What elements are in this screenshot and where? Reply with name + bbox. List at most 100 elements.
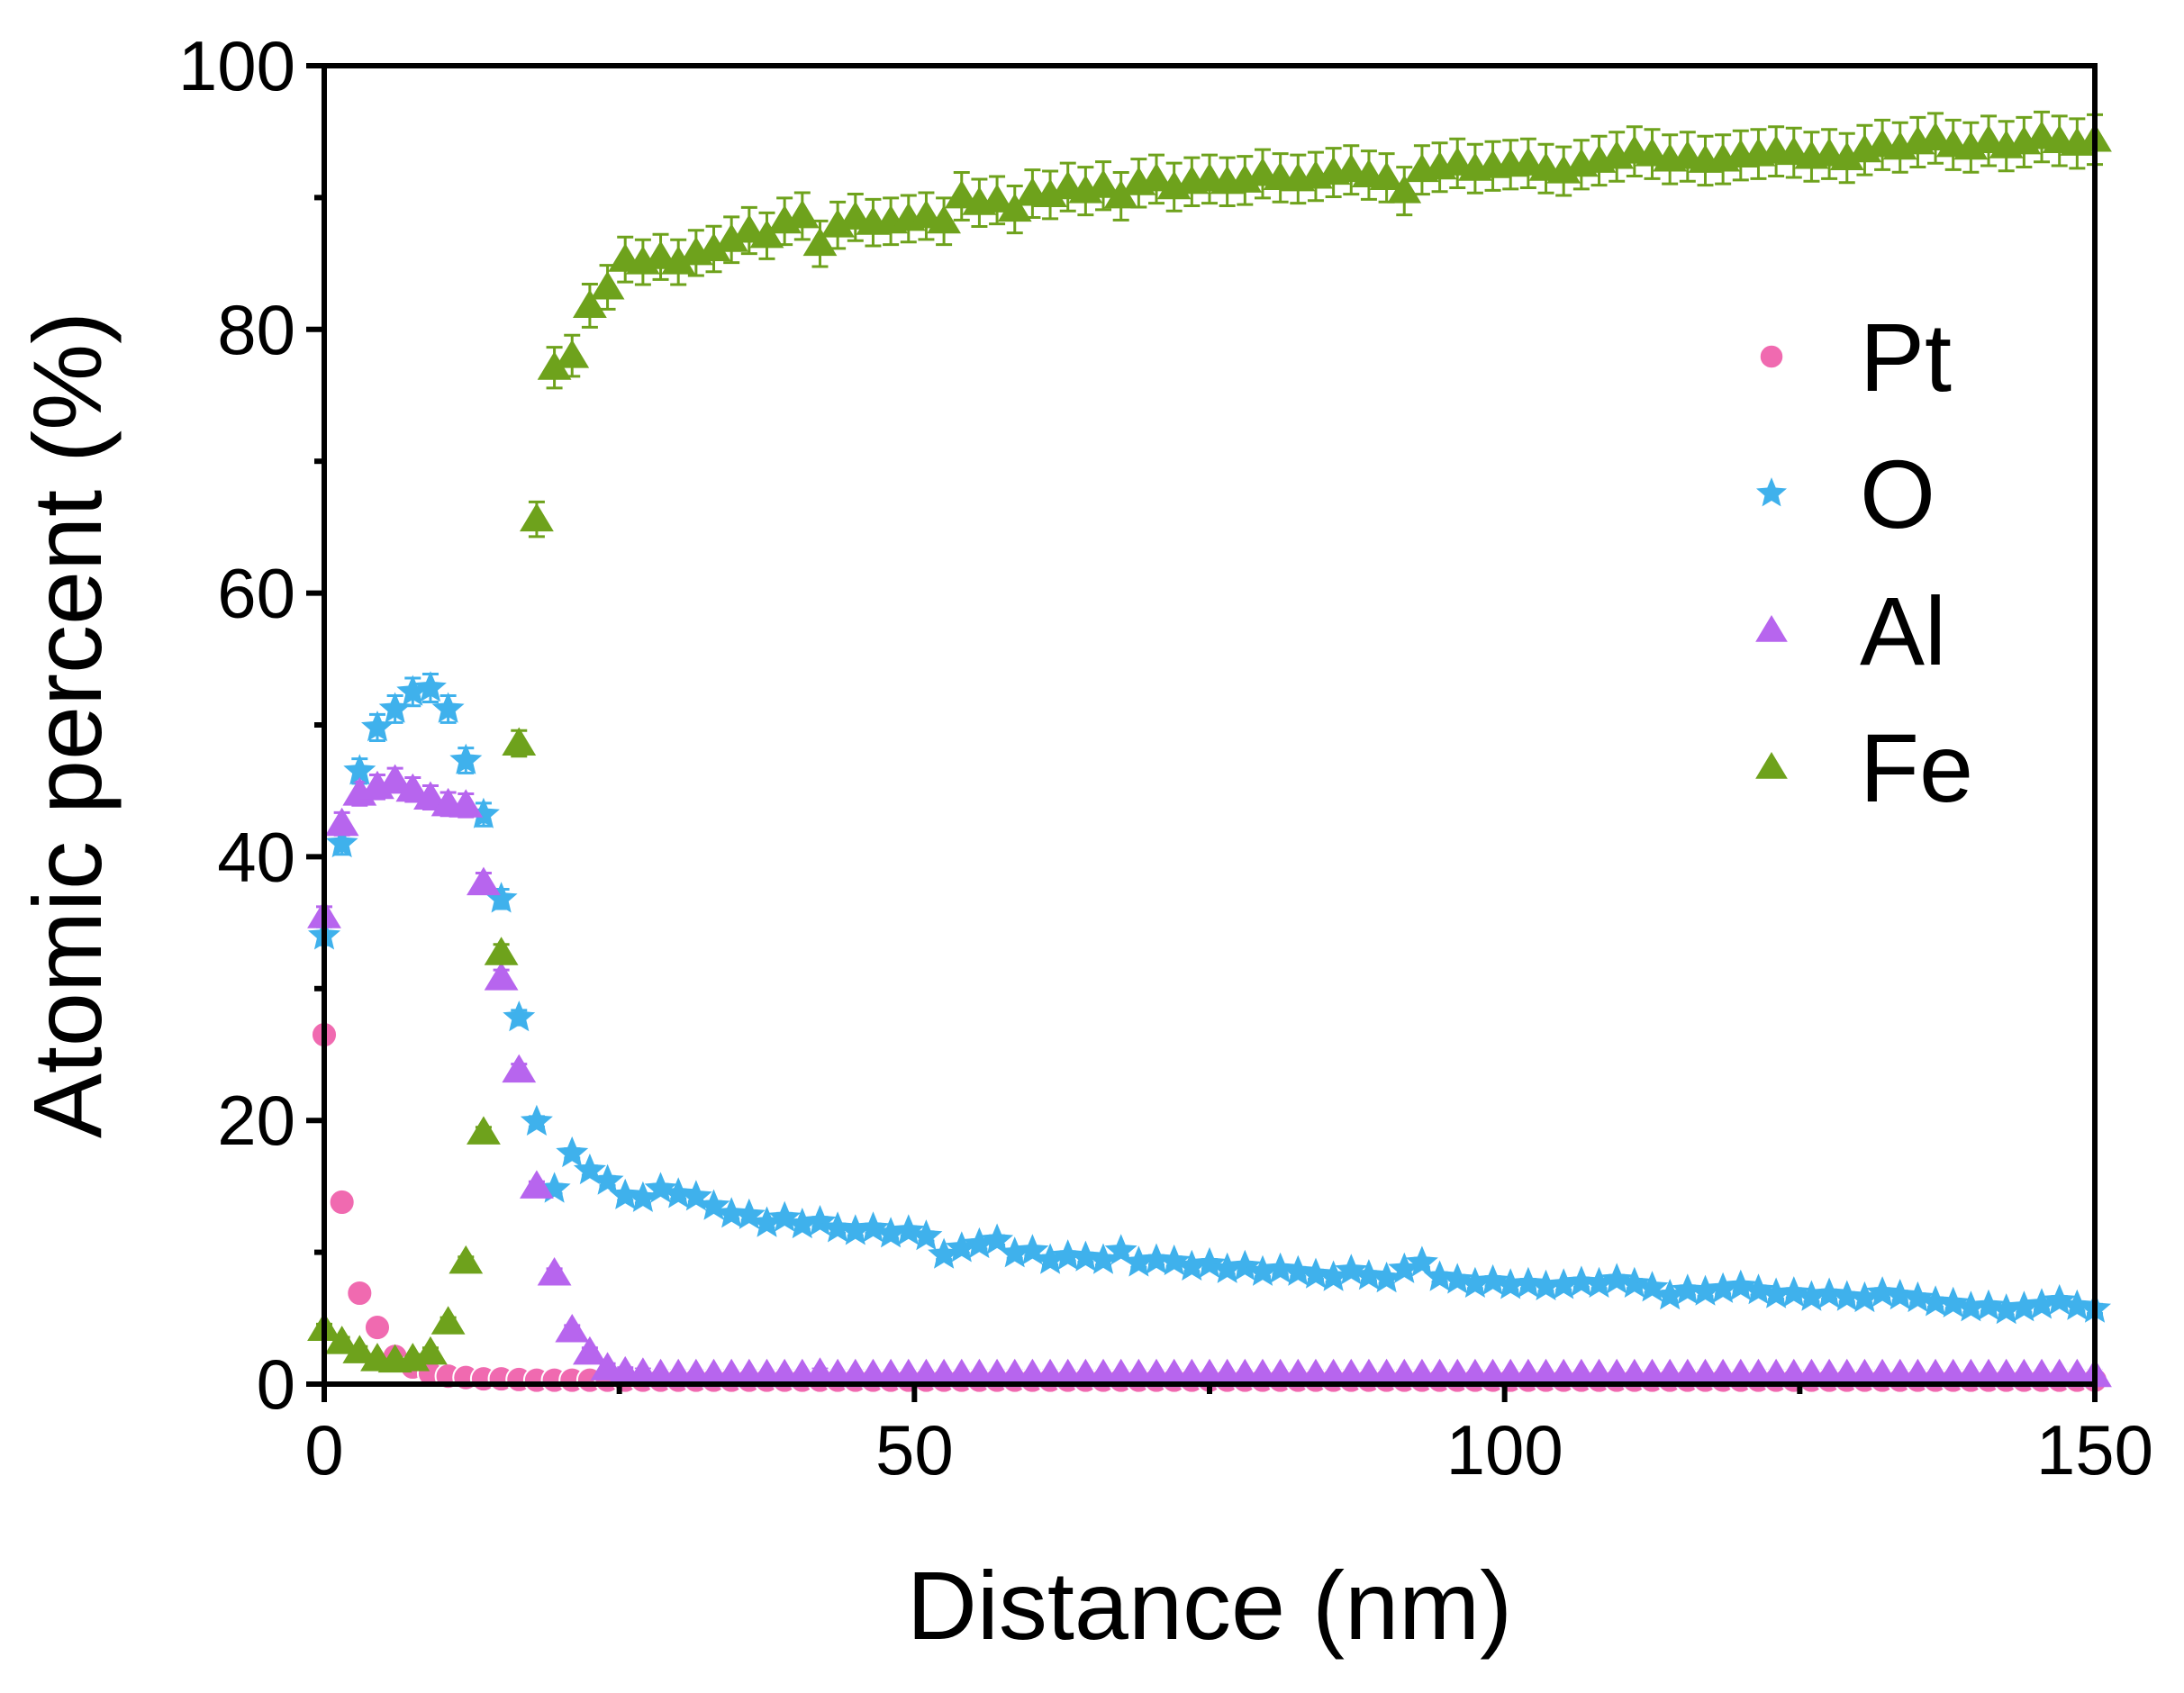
pt-point [328,1188,356,1217]
al-point [467,866,501,896]
fe-point [590,270,625,300]
o-point [1848,1281,1881,1313]
o-point [963,1227,996,1259]
o-point [1104,1234,1137,1265]
o-point [485,882,518,913]
o-point [361,711,394,742]
al-point [555,1313,590,1343]
o-point [591,1163,624,1195]
o-point [1494,1268,1527,1299]
pt-point [346,1279,374,1308]
fe-point [430,1306,466,1335]
al-point [449,789,484,818]
legend: Pt O Al Fe [1755,303,1973,822]
o-point [431,692,465,723]
o-point [715,1197,748,1228]
o-point [1795,1280,1828,1311]
o-point [1989,1293,2023,1325]
o-point [1069,1240,1102,1272]
fe-point [342,1335,377,1363]
legend-pt-label: Pt [1860,303,1952,412]
y-tick-label: 60 [217,554,295,633]
fe-point [449,1245,484,1274]
o-point [503,1000,536,1032]
fe-point [1369,161,1404,190]
o-point [467,797,500,828]
fe-point [944,179,979,209]
o-point [2043,1283,2076,1316]
fe-point [1103,179,1138,209]
o-point [1582,1266,1616,1298]
o-point [1282,1254,1315,1286]
fe-point [661,246,696,275]
o-point [1370,1262,1403,1293]
o-point [644,1172,677,1203]
al-point [502,1054,537,1083]
al-point [377,764,412,792]
o-point [556,1136,589,1168]
o-point [1689,1274,1722,1306]
fe-point [413,1335,448,1365]
o-point [1335,1254,1368,1285]
legend-pt-marker [1758,343,1785,370]
o-point [856,1211,890,1243]
o-point [1423,1260,1456,1291]
fe-point [502,727,537,756]
o-point [1813,1277,1846,1308]
o-point [1866,1276,1899,1308]
o-point [1618,1266,1651,1298]
o-point [1193,1246,1226,1279]
fe-point [749,219,784,249]
o-point [378,692,412,723]
al-point [395,773,430,802]
y-tick-label: 0 [257,1344,295,1424]
o-point [396,674,430,706]
pt-point [363,1314,392,1342]
fe-point [1139,162,1174,192]
o-point [1087,1243,1119,1274]
o-point [821,1211,855,1243]
o-point [1246,1254,1279,1286]
o-point [325,826,358,858]
o-point [1724,1269,1757,1300]
y-tick-label: 40 [217,817,295,896]
y-tick-label: 20 [217,1081,295,1160]
o-point [1564,1265,1598,1297]
fe-point [573,289,607,318]
ticks-layer: 0 50 100 150 0 20 40 60 80 100 [178,26,2153,1489]
legend-fe-marker [1755,752,1788,779]
o-point [1210,1252,1244,1283]
o-point [1936,1286,1970,1317]
o-point [785,1208,819,1239]
o-point [892,1214,925,1245]
data-points-layer [307,121,2112,1394]
fe-point [927,204,961,234]
al-point [324,807,359,837]
o-point [1972,1289,2005,1320]
al-point [413,781,448,810]
o-point [1228,1249,1262,1281]
al-point [537,1257,572,1286]
o-point [875,1217,908,1248]
o-point [1547,1268,1581,1299]
o-point [1760,1277,1793,1308]
plot-frame [322,63,2098,1387]
al-point [484,962,519,991]
fe-point [714,223,749,252]
o-point [1654,1279,1687,1310]
fe-point [1086,169,1120,198]
al-point [573,1335,607,1365]
o-point [1901,1281,1935,1313]
o-point [626,1181,659,1212]
fe-point [1918,122,1953,151]
o-point [1441,1263,1474,1294]
o-point [2025,1288,2058,1319]
o-point [1353,1259,1385,1290]
y-tick-label: 100 [178,26,295,105]
fe-point [980,184,1014,213]
y-axis-title: Atomic percent (%) [13,312,122,1138]
o-point [998,1236,1031,1268]
legend-al-marker [1755,615,1788,642]
x-axis-title: Distance (nm) [907,1551,1512,1660]
